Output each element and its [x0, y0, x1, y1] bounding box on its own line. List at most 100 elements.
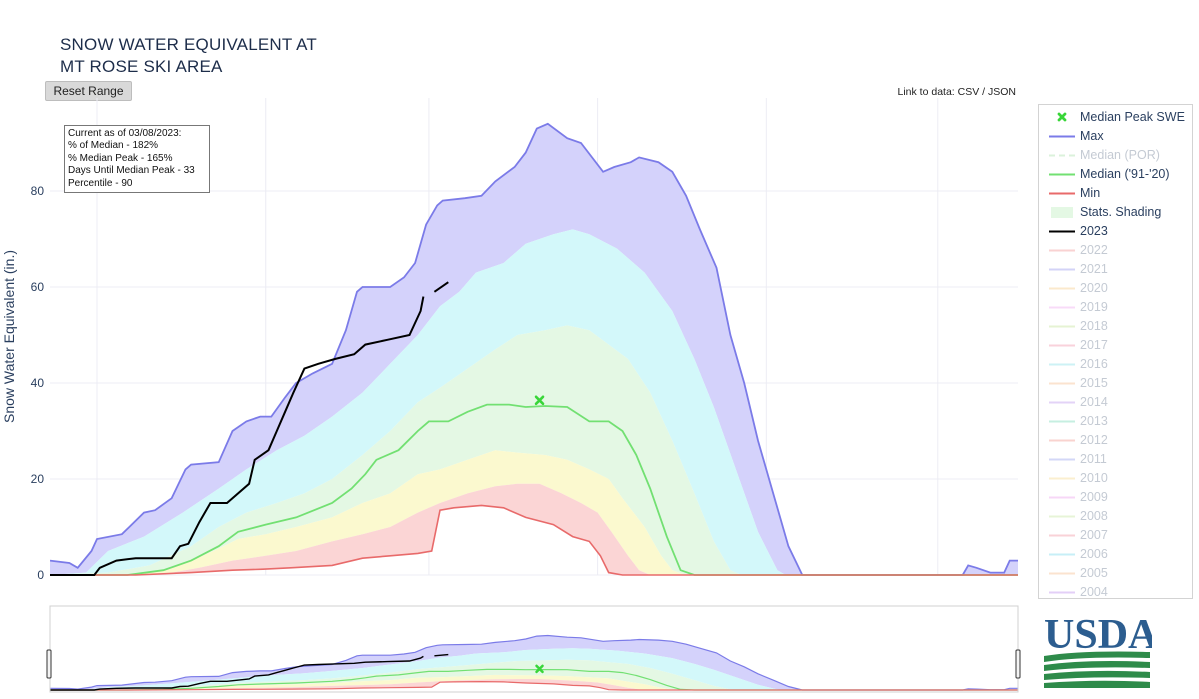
- range-handle-left[interactable]: [46, 649, 52, 679]
- link-separator: /: [979, 86, 988, 98]
- chart-title-line-1: SNOW WATER EQUIVALENT AT: [60, 35, 317, 54]
- legend-swatch: [1049, 268, 1075, 271]
- y-axis-label: Snow Water Equivalent (in.): [1, 250, 17, 423]
- legend-label: 2008: [1080, 509, 1108, 523]
- chart-title-line-2: MT ROSE SKI AREA: [60, 57, 223, 76]
- stats-band-max-90: [50, 123, 1018, 576]
- legend-item[interactable]: 2018: [1039, 317, 1192, 336]
- legend-item[interactable]: 2007: [1039, 526, 1192, 545]
- legend-label: 2007: [1080, 528, 1108, 542]
- link-prefix: Link to data:: [897, 86, 958, 98]
- stats-band-30-min: [50, 483, 1018, 575]
- legend-swatch: [1049, 515, 1075, 518]
- reset-range-button[interactable]: Reset Range: [45, 81, 132, 101]
- legend-item[interactable]: 2006: [1039, 545, 1192, 564]
- legend-label: 2013: [1080, 414, 1108, 428]
- stats-band-70-50: [50, 659, 1018, 690]
- y-tick-label: 80: [31, 184, 45, 198]
- series-max-line: [50, 634, 1018, 691]
- legend-swatch: [1049, 534, 1075, 537]
- legend-item[interactable]: Median Peak SWE: [1039, 108, 1192, 127]
- stats-band-30-min: [50, 679, 1018, 690]
- legend-label: 2011: [1080, 452, 1107, 466]
- legend-item[interactable]: 2012: [1039, 431, 1192, 450]
- legend-item[interactable]: 2009: [1039, 488, 1192, 507]
- legend-label: 2015: [1080, 376, 1108, 390]
- legend-item[interactable]: Max: [1039, 127, 1192, 146]
- legend-item[interactable]: Median ('91-'20): [1039, 165, 1192, 184]
- legend-label: Stats. Shading: [1080, 205, 1162, 219]
- data-link-row: Link to data: CSV / JSON: [898, 86, 1017, 98]
- legend-item[interactable]: 2005: [1039, 564, 1192, 583]
- legend-label: 2006: [1080, 547, 1108, 561]
- legend-item[interactable]: 2010: [1039, 469, 1192, 488]
- usda-logo: USDA: [1044, 612, 1152, 688]
- legend-swatch: [1049, 572, 1075, 575]
- series-median-line: [50, 403, 1018, 576]
- legend-item[interactable]: 2011: [1039, 450, 1192, 469]
- legend-label: Max: [1080, 129, 1104, 143]
- current-stats-annotation: Current as of 03/08/2023: % of Median - …: [64, 125, 210, 193]
- legend-label: Median (POR): [1080, 148, 1160, 162]
- legend-swatch: [1049, 439, 1075, 442]
- legend-item[interactable]: 2013: [1039, 412, 1192, 431]
- csv-link[interactable]: CSV: [957, 86, 980, 98]
- legend-item[interactable]: 2019: [1039, 298, 1192, 317]
- legend-swatch: [1049, 420, 1075, 423]
- legend-label: 2009: [1080, 490, 1108, 504]
- annotation-line: % Median Peak - 165%: [68, 152, 173, 164]
- legend-item[interactable]: Stats. Shading: [1039, 203, 1192, 222]
- legend-swatch: [1049, 135, 1075, 138]
- median-peak-marker: [535, 664, 544, 674]
- legend-item[interactable]: 2004: [1039, 583, 1192, 602]
- legend-swatch: [1049, 249, 1075, 252]
- legend-label: 2019: [1080, 300, 1108, 314]
- legend-swatch: [1049, 553, 1075, 556]
- legend-swatch: [1049, 325, 1075, 328]
- legend-item[interactable]: 2016: [1039, 355, 1192, 374]
- legend-item[interactable]: 2021: [1039, 260, 1192, 279]
- legend-label: 2016: [1080, 357, 1108, 371]
- chart-title: SNOW WATER EQUIVALENT AT MT ROSE SKI ARE…: [60, 34, 317, 78]
- legend-label: Median Peak SWE: [1080, 110, 1185, 124]
- legend-swatch: [1049, 173, 1075, 176]
- legend-item[interactable]: 2008: [1039, 507, 1192, 526]
- stats-shading: [50, 123, 1018, 576]
- legend-swatch: [1049, 287, 1075, 290]
- legend-label: 2014: [1080, 395, 1108, 409]
- legend-item[interactable]: Median (POR): [1039, 146, 1192, 165]
- usda-logo-text: USDA: [1044, 612, 1152, 658]
- series-min-line: [50, 504, 1018, 576]
- legend-item[interactable]: 2022: [1039, 241, 1192, 260]
- series-2023-line: [50, 296, 425, 576]
- legend-label: 2023: [1080, 224, 1108, 238]
- annotation-line: % of Median - 182%: [68, 140, 159, 152]
- y-tick-label: 40: [31, 376, 45, 390]
- range-slider[interactable]: [46, 605, 1021, 693]
- json-link[interactable]: JSON: [987, 86, 1016, 98]
- legend-swatch: [1051, 207, 1073, 218]
- legend-item[interactable]: 2020: [1039, 279, 1192, 298]
- legend-swatch: [1049, 363, 1075, 366]
- legend-item[interactable]: 2023: [1039, 222, 1192, 241]
- legend: Median Peak SWE Max Median (POR) Median ('9…: [1038, 104, 1193, 599]
- stats-band-50-30: [50, 450, 1018, 575]
- range-handle-right[interactable]: [1015, 649, 1021, 679]
- legend-swatch: [1049, 230, 1075, 233]
- legend-label: 2022: [1080, 243, 1108, 257]
- legend-item[interactable]: 2017: [1039, 336, 1192, 355]
- legend-label: 2005: [1080, 566, 1108, 580]
- annotation-line: Current as of 03/08/2023:: [68, 128, 182, 139]
- y-tick-label: 0: [37, 568, 44, 582]
- legend-item[interactable]: 2015: [1039, 374, 1192, 393]
- legend-item[interactable]: Min: [1039, 184, 1192, 203]
- legend-item[interactable]: 2014: [1039, 393, 1192, 412]
- legend-label: 2004: [1080, 585, 1108, 599]
- legend-label: 2020: [1080, 281, 1108, 295]
- legend-swatch: [1049, 344, 1075, 347]
- legend-label: Median ('91-'20): [1080, 167, 1170, 181]
- legend-swatch: [1049, 591, 1075, 594]
- legend-label: 2017: [1080, 338, 1108, 352]
- series-2023-line: [434, 653, 449, 657]
